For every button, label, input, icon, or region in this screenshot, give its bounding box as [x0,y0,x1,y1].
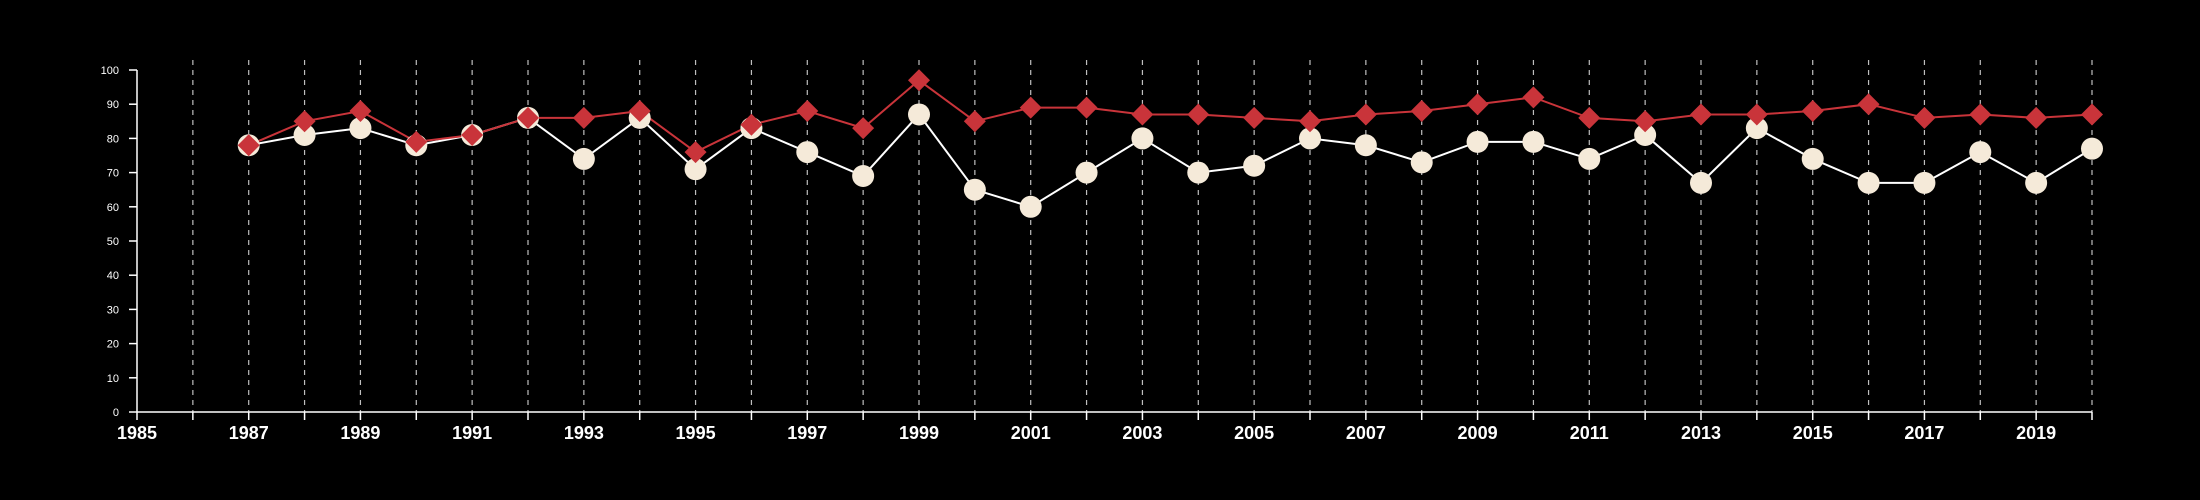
series-2-point [1801,100,1824,123]
series-2-point [684,141,707,164]
y-tick-label: 20 [107,339,119,351]
x-tick-label: 2017 [1904,423,1944,443]
x-tick-label: 2013 [1681,423,1721,443]
x-tick-label: 1991 [452,423,492,443]
series-1-point [1690,171,1712,194]
series-1-point [572,147,595,170]
x-tick-label: 1999 [899,423,939,443]
y-tick-label: 30 [107,304,119,316]
series-1-point [1578,147,1601,170]
series-1-point [2025,171,2048,194]
series-2-point [963,110,986,133]
series-line-2 [248,78,2093,154]
series-2-point [405,130,428,153]
y-tick-label: 40 [107,270,119,282]
series-2-point [1299,110,1321,133]
series-2-point [628,100,651,123]
y-tick-label: 80 [107,133,119,145]
grid-lines [192,60,2093,412]
axes: 0 10 20 30 40 50 60 70 80 90 100 1985 1987 1989 1991 19… [101,65,2093,443]
series-1-point [963,178,986,201]
series-2-point [1466,93,1489,116]
series-1-point [1187,161,1210,184]
series-1-point [1131,127,1154,150]
series-2-point [293,110,316,133]
series-1-point [1410,151,1433,174]
series-1-point [1299,127,1321,150]
series-1-point [1354,134,1377,157]
series-1-point [1634,123,1657,146]
x-tick-label: 1989 [340,423,380,443]
series-2-point [2025,106,2048,129]
series-1-point [1075,161,1098,184]
series-1-point [1466,130,1489,153]
series-2-point [908,69,930,92]
series-2-point [1913,106,1936,129]
series-1-point [1522,130,1545,153]
series-line-1 [248,112,2093,208]
series-2-point [2081,103,2103,126]
x-tick-label: 2005 [1234,423,1274,443]
y-tick-label: 90 [107,99,119,111]
series-1-point [349,117,372,140]
series-2-point [1131,103,1154,126]
series-2-point [1745,103,1768,126]
x-tick-label: 1997 [787,423,827,443]
y-tick-label: 100 [101,65,119,77]
series-2-point [1019,96,1042,119]
series-2-point [1578,106,1601,129]
x-tick-label: 2007 [1346,423,1386,443]
series-2-point [1857,93,1880,116]
series-2-point [740,113,763,136]
series-2-point [796,100,819,123]
x-tick-label: 1985 [117,423,157,443]
series-2-point [852,117,875,140]
series-1-point [1019,195,1042,218]
series-1-point [1243,154,1266,177]
y-tick-label: 10 [107,373,119,385]
series-2-point [1075,96,1098,119]
series-2-point [1634,110,1657,133]
series-1-point [1969,141,1992,164]
series-2-point [572,106,595,129]
series-1-point [684,158,707,181]
x-tick-label: 1995 [676,423,716,443]
series-2-point [517,106,539,129]
data-series [237,69,2103,218]
x-tick-label: 2019 [2016,423,2056,443]
y-tick-label: 70 [107,168,119,180]
series-1-point [293,123,316,146]
x-tick-label: 2003 [1122,423,1162,443]
series-2-point [1354,103,1377,126]
series-2-point [461,123,484,146]
series-1-point [908,103,930,126]
series-2-point [1522,86,1545,109]
series-2-point [1969,103,1992,126]
y-tick-label: 60 [107,202,119,214]
x-tick-label: 2009 [1458,423,1498,443]
x-tick-label: 2011 [1570,423,1609,443]
series-2-point [1187,103,1210,126]
series-2-point [349,100,372,123]
y-tick-label: 0 [113,407,119,419]
series-1-point [1913,171,1936,194]
x-tick-label: 2015 [1793,423,1833,443]
x-tick-label: 1993 [564,423,604,443]
y-tick-label: 50 [107,236,119,248]
series-1-point [1857,171,1880,194]
series-1-point [1801,147,1824,170]
x-tick-label: 1987 [229,423,269,443]
series-2-point [1243,106,1266,129]
series-1-point [2081,137,2103,160]
x-tick-label: 2001 [1011,423,1051,443]
series-2-point [1410,100,1433,123]
series-2-point [1690,103,1712,126]
series-1-point [796,141,819,164]
series-1-point [1745,117,1768,140]
series-2-point [237,134,260,157]
series-1-point [852,165,875,188]
